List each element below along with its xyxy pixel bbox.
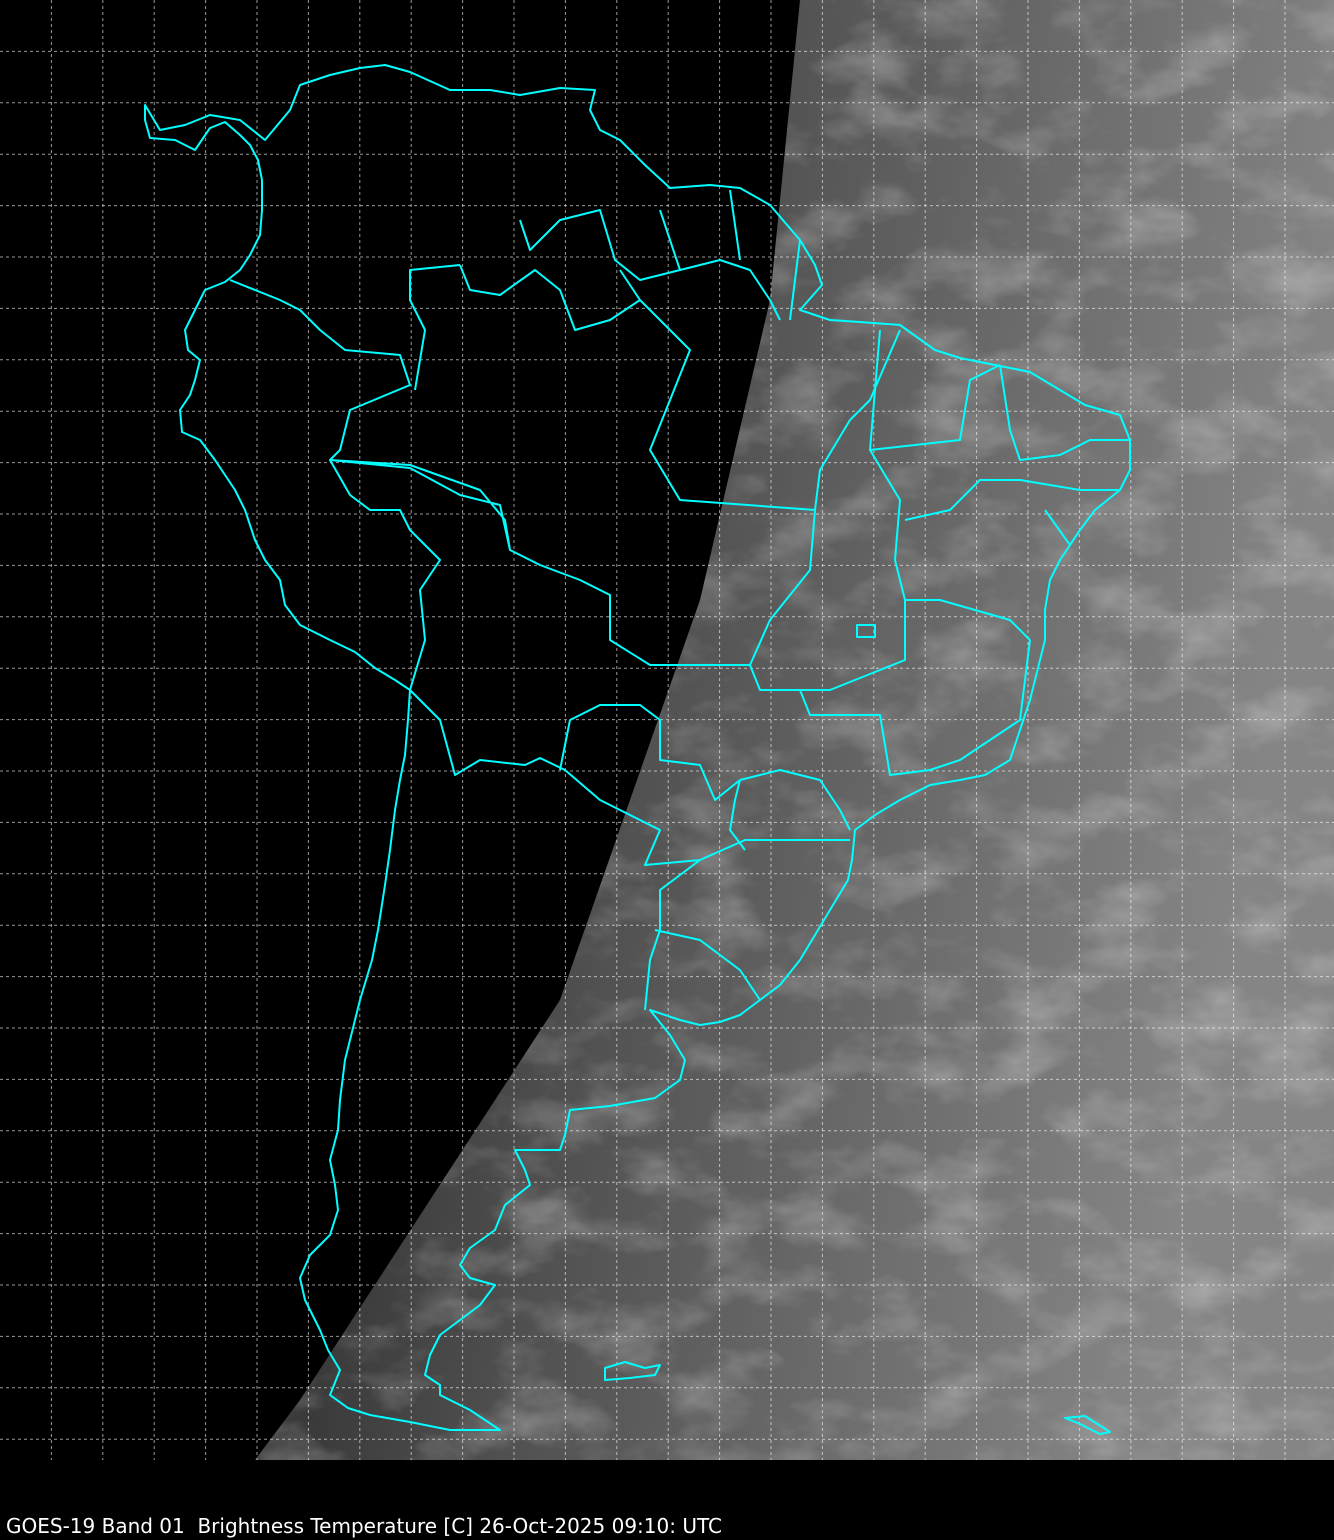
south-georgia: [1064, 1415, 1111, 1435]
internal-borders: [229, 189, 1130, 1011]
lake-titicaca: [856, 624, 876, 638]
image-caption: GOES-19 Band 01 Brightness Temperature […: [6, 1514, 722, 1538]
cloud-field: [255, 0, 1334, 1460]
continent-coastline: [144, 64, 1131, 1431]
satellite-map: [0, 0, 1334, 1460]
falkland-islands: [604, 1361, 661, 1381]
country-boundaries: [144, 64, 1131, 1435]
lat-lon-gridlines: [0, 0, 1334, 1460]
